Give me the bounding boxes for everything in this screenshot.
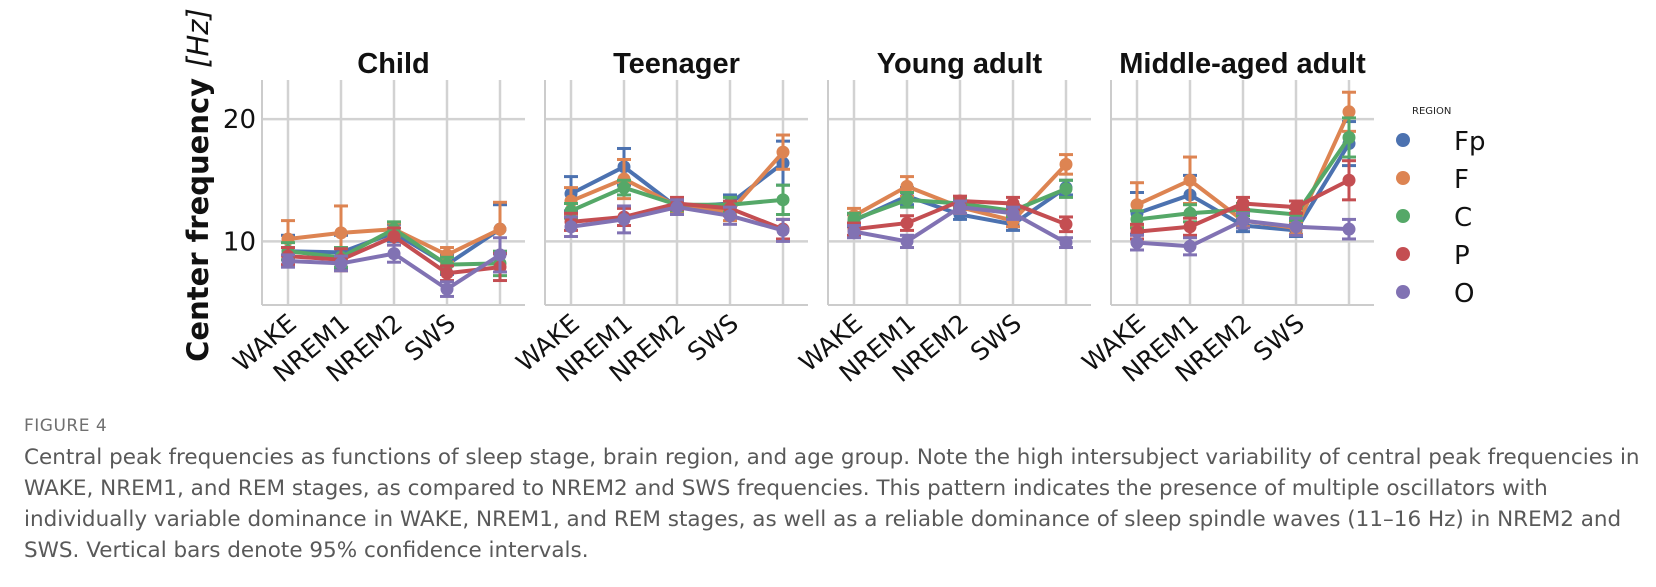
data-point <box>847 225 861 239</box>
data-point <box>776 193 790 207</box>
data-point <box>1289 200 1303 214</box>
data-point <box>334 226 348 240</box>
data-point <box>281 254 295 268</box>
data-point <box>440 282 454 296</box>
data-point <box>776 145 790 159</box>
legend-title: REGION <box>1412 106 1451 117</box>
legend-label: F <box>1454 165 1469 195</box>
y-axis-label-group: Center frequency [Hz] <box>181 8 215 362</box>
legend-item-c: C <box>1396 203 1472 233</box>
x-tick-label: SWS <box>399 308 461 367</box>
legend-marker <box>1396 171 1410 185</box>
data-point <box>1236 197 1250 211</box>
figure-chart: Child1020WAKENREM1NREM2SWSTeenagerWAKENR… <box>181 8 1485 388</box>
data-point <box>670 200 684 214</box>
x-tick-label: SWS <box>682 308 744 367</box>
data-point <box>1130 212 1144 226</box>
data-point <box>723 209 737 223</box>
series-o <box>281 236 507 298</box>
data-point <box>900 216 914 230</box>
legend-item-f: F <box>1396 165 1469 195</box>
legend-marker <box>1396 209 1410 223</box>
legend-label: Fp <box>1454 127 1485 157</box>
data-point <box>1183 239 1197 253</box>
x-tick-label: SWS <box>965 308 1027 367</box>
data-point <box>1059 157 1073 171</box>
legend-label: O <box>1454 279 1474 309</box>
data-point <box>1342 105 1356 119</box>
data-point <box>900 179 914 193</box>
x-tick-label: SWS <box>1248 308 1310 367</box>
data-point <box>564 220 578 234</box>
legend-item-fp: Fp <box>1396 127 1485 157</box>
data-point <box>493 222 507 236</box>
legend-label: C <box>1454 203 1472 233</box>
series-o <box>1130 211 1356 257</box>
panel-title: Child <box>357 48 430 80</box>
data-point <box>900 193 914 207</box>
legend-marker <box>1396 247 1410 261</box>
data-point <box>900 234 914 248</box>
data-point <box>334 256 348 270</box>
data-point <box>617 181 631 195</box>
legend-marker <box>1396 285 1410 299</box>
panels-layer: Child1020WAKENREM1NREM2SWSTeenagerWAKENR… <box>223 48 1374 388</box>
data-point <box>493 248 507 262</box>
series-p <box>1130 159 1356 241</box>
data-point <box>1006 206 1020 220</box>
figure-caption-text: Central peak frequencies as functions of… <box>24 445 1640 563</box>
data-point <box>617 212 631 226</box>
legend-marker <box>1396 133 1410 147</box>
panel-title: Young adult <box>877 48 1043 80</box>
data-point <box>1289 220 1303 234</box>
data-point <box>440 266 454 280</box>
data-point <box>1130 236 1144 250</box>
data-point <box>1059 182 1073 196</box>
series-o <box>847 199 1073 250</box>
data-point <box>1183 206 1197 220</box>
data-point <box>1236 214 1250 228</box>
data-point <box>1342 130 1356 144</box>
figure-caption: FIGURE 4 Central peak frequencies as fun… <box>24 416 1644 566</box>
legend-item-p: P <box>1396 241 1470 271</box>
data-point <box>1342 173 1356 187</box>
data-point <box>1183 173 1197 187</box>
data-point <box>1059 236 1073 250</box>
data-point <box>776 223 790 237</box>
series-o <box>564 198 790 243</box>
legend-item-o: O <box>1396 279 1474 309</box>
panel-title: Middle-aged adult <box>1119 48 1366 80</box>
y-tick-label: 10 <box>223 227 256 257</box>
data-point <box>1059 217 1073 231</box>
y-axis-label-text: Center frequency <box>181 78 215 362</box>
data-point <box>1342 222 1356 236</box>
panel-title: Teenager <box>613 48 740 80</box>
data-point <box>387 230 401 244</box>
y-axis-label-unit: [Hz] <box>181 8 215 68</box>
y-axis-label: Center frequency [Hz] <box>181 8 215 362</box>
data-point <box>1183 220 1197 234</box>
figure-label: FIGURE 4 <box>24 416 108 436</box>
legend-label: P <box>1454 241 1470 271</box>
data-point <box>1130 198 1144 212</box>
data-point <box>953 200 967 214</box>
data-point <box>387 247 401 261</box>
y-tick-label: 20 <box>223 105 256 135</box>
